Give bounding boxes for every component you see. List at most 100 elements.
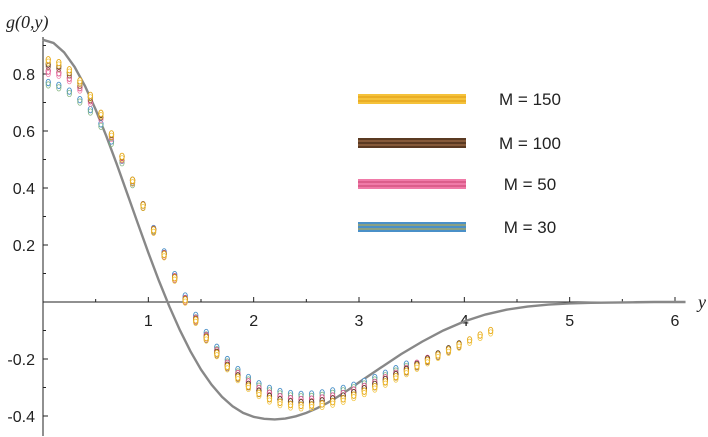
y-tick-label: -0.2 xyxy=(7,352,35,369)
data-point xyxy=(340,395,346,403)
data-point xyxy=(129,176,136,184)
data-point xyxy=(351,391,357,399)
data-point xyxy=(319,400,325,408)
legend-swatch xyxy=(358,179,466,189)
data-point xyxy=(150,226,157,234)
data-point-outline xyxy=(403,370,409,378)
data-point xyxy=(45,78,51,87)
legend: M = 150 M = 100 M = 50 M = 30 xyxy=(358,90,561,237)
data-point-outline xyxy=(330,400,336,408)
data-point xyxy=(393,373,399,381)
data-point-outline xyxy=(66,68,72,76)
data-point-outline xyxy=(119,155,125,163)
data-point xyxy=(224,362,230,371)
data-point xyxy=(77,77,83,85)
legend-label: M = 50 xyxy=(504,175,556,194)
data-point-outline xyxy=(298,404,304,412)
data-point xyxy=(182,296,188,304)
data-point-outline xyxy=(77,86,83,94)
data-point xyxy=(308,401,315,409)
data-point xyxy=(277,398,283,406)
data-point xyxy=(77,96,83,104)
data-point-outline xyxy=(77,79,83,87)
data-point-outline xyxy=(351,394,357,402)
data-point-outline xyxy=(172,276,178,284)
data-point-outline xyxy=(256,392,262,400)
data-point-outline xyxy=(45,58,51,66)
data-point-outline xyxy=(56,61,62,69)
data-point xyxy=(108,130,115,138)
data-point-outline xyxy=(456,343,462,351)
series-group xyxy=(45,56,494,412)
data-point xyxy=(456,341,462,349)
data-point xyxy=(203,333,209,342)
data-point xyxy=(330,398,336,406)
data-point xyxy=(445,346,452,354)
data-point xyxy=(424,356,431,365)
data-point-outline xyxy=(361,390,367,398)
data-point-outline xyxy=(203,336,209,344)
axes: 1 2 3 4 5 6-0.4-0.20.20.40.60.8 xyxy=(7,36,680,436)
x-tick-label: 6 xyxy=(671,313,680,330)
data-point xyxy=(245,382,252,390)
x-axis-title: y xyxy=(696,292,706,312)
y-tick-label: 0.6 xyxy=(13,124,35,141)
data-point xyxy=(140,201,146,209)
data-point-outline xyxy=(56,71,62,79)
data-point-outline xyxy=(214,352,220,360)
data-point xyxy=(298,401,304,410)
data-point-outline xyxy=(45,81,51,89)
data-point xyxy=(87,91,94,100)
data-point xyxy=(161,250,167,259)
data-point-outline xyxy=(287,403,294,411)
data-point xyxy=(488,326,494,335)
data-point-outline xyxy=(66,89,72,98)
y-tick-label: 0.8 xyxy=(13,67,35,84)
reference-curve xyxy=(42,38,686,421)
legend-item: M = 100 xyxy=(358,134,561,153)
data-point-outline xyxy=(98,112,104,120)
data-point-outline xyxy=(340,397,346,405)
data-point-outline xyxy=(108,132,115,140)
data-point-outline xyxy=(445,348,452,356)
data-point xyxy=(466,336,473,344)
data-point xyxy=(435,351,441,359)
data-point-outline xyxy=(309,404,315,412)
data-point xyxy=(382,378,388,386)
data-point xyxy=(193,316,199,324)
data-point xyxy=(256,389,262,397)
data-point xyxy=(66,87,72,95)
y-tick-label: 0.2 xyxy=(13,238,35,255)
data-point-outline xyxy=(266,397,273,405)
legend-item: M = 150 xyxy=(358,90,561,109)
data-point-outline xyxy=(424,359,431,367)
data-point-outline xyxy=(382,380,388,388)
data-point-outline xyxy=(224,365,230,373)
y-tick-label: -0.4 xyxy=(7,409,35,426)
data-point-outline xyxy=(98,122,104,130)
data-point xyxy=(414,362,420,370)
data-point xyxy=(214,349,220,357)
legend-swatch xyxy=(358,94,466,104)
x-tick-label: 5 xyxy=(565,313,574,330)
data-point-outline xyxy=(151,228,157,236)
data-point xyxy=(172,274,178,282)
data-point xyxy=(56,58,62,67)
legend-swatch xyxy=(358,222,466,232)
data-point xyxy=(266,394,273,403)
x-tick-label: 3 xyxy=(355,313,364,330)
data-point xyxy=(372,382,378,391)
data-point xyxy=(98,109,104,117)
series-group xyxy=(45,78,410,401)
data-point-outline xyxy=(414,364,420,372)
data-point-outline xyxy=(319,402,325,410)
legend-item: M = 30 xyxy=(358,218,556,237)
series-group xyxy=(45,67,431,406)
data-point-outline xyxy=(87,94,93,102)
data-point-outline xyxy=(235,376,241,384)
data-point-outline xyxy=(66,77,72,85)
data-point-outline xyxy=(140,203,146,212)
data-point-outline xyxy=(477,333,483,342)
legend-item: M = 50 xyxy=(358,175,556,194)
data-point-outline xyxy=(77,98,83,106)
